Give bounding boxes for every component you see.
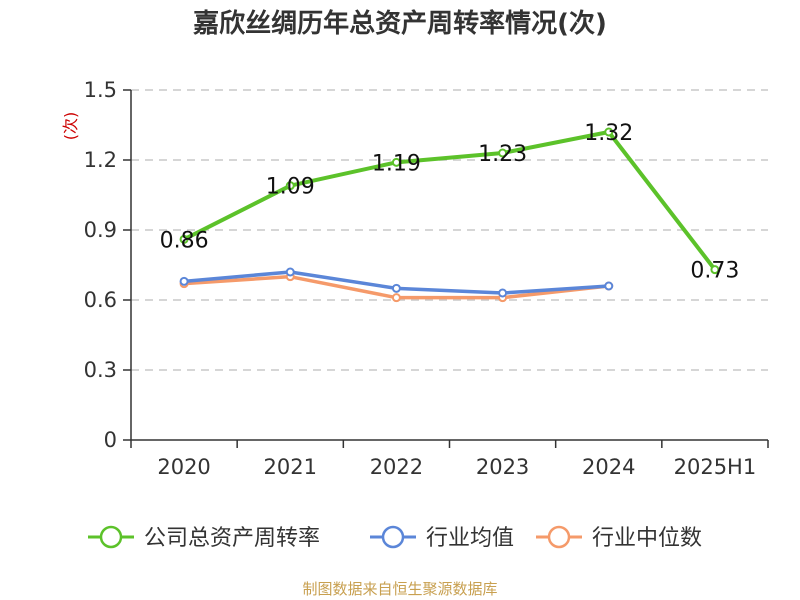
chart-title: 嘉欣丝绸历年总资产周转率情况(次) bbox=[193, 8, 607, 39]
y-tick-label: 1.2 bbox=[84, 148, 117, 172]
x-tick-label: 2022 bbox=[370, 455, 423, 479]
x-tick-label: 2025H1 bbox=[674, 455, 757, 479]
data-point bbox=[498, 288, 508, 298]
series-layer: 0.86 1.09 1.19 1.23 1.32 0.73 bbox=[160, 121, 740, 303]
x-tick-label: 2023 bbox=[476, 455, 529, 479]
legend-item-2: 行业中位数 bbox=[536, 525, 702, 551]
data-label: 1.32 bbox=[584, 121, 633, 146]
x-tick-labels: 2020 2021 2022 2023 2024 2025H1 bbox=[157, 455, 756, 479]
axes bbox=[123, 89, 769, 448]
legend-label: 公司总资产周转率 bbox=[144, 526, 320, 551]
y-tick-labels: 0 0.3 0.6 0.9 1.2 1.5 bbox=[84, 78, 117, 452]
legend-marker bbox=[381, 525, 405, 549]
y-tick-label: 0 bbox=[104, 428, 117, 452]
y-axis-label: (次) bbox=[61, 112, 80, 141]
data-label: 0.86 bbox=[160, 228, 209, 253]
data-point bbox=[604, 281, 614, 291]
source-note: 制图数据来自恒生聚源数据库 bbox=[302, 580, 497, 598]
data-point bbox=[285, 267, 295, 277]
y-tick-label: 0.3 bbox=[84, 358, 117, 382]
data-point bbox=[604, 127, 614, 137]
legend: 公司总资产周转率 行业均值 行业中位数 bbox=[88, 525, 702, 551]
series-1 bbox=[179, 267, 614, 298]
data-point bbox=[391, 157, 401, 167]
y-tick-label: 1.5 bbox=[84, 78, 117, 102]
data-point bbox=[179, 276, 189, 286]
series-line bbox=[183, 130, 717, 271]
gridlines bbox=[131, 89, 768, 371]
series-0: 0.86 1.09 1.19 1.23 1.32 0.73 bbox=[160, 121, 740, 284]
x-tick-label: 2020 bbox=[157, 455, 210, 479]
legend-label: 行业均值 bbox=[426, 526, 514, 551]
data-point bbox=[179, 234, 189, 244]
y-tick-label: 0.9 bbox=[84, 218, 117, 242]
x-tick-label: 2024 bbox=[582, 455, 635, 479]
data-point bbox=[710, 265, 720, 275]
legend-marker bbox=[99, 525, 123, 549]
legend-item-1: 行业均值 bbox=[370, 525, 514, 551]
data-point bbox=[391, 293, 401, 303]
data-label: 1.23 bbox=[478, 142, 527, 167]
data-label: 1.09 bbox=[266, 175, 315, 200]
data-label: 1.19 bbox=[372, 151, 421, 176]
x-tick-label: 2021 bbox=[264, 455, 317, 479]
data-point bbox=[285, 181, 295, 191]
data-point bbox=[391, 283, 401, 293]
legend-item-0: 公司总资产周转率 bbox=[88, 525, 320, 551]
legend-marker bbox=[547, 525, 571, 549]
y-tick-label: 0.6 bbox=[84, 288, 117, 312]
data-point bbox=[498, 148, 508, 158]
data-label: 0.73 bbox=[690, 259, 739, 284]
legend-label: 行业中位数 bbox=[592, 526, 702, 551]
